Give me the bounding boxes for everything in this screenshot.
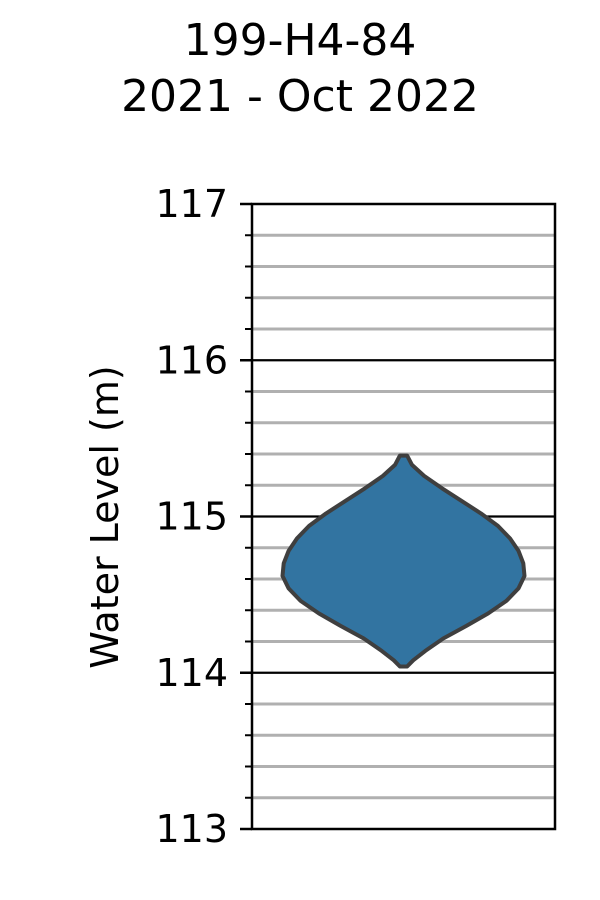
violin-body [280, 453, 527, 669]
y-tick-label: 115 [155, 495, 228, 539]
y-tick-label: 114 [155, 651, 228, 695]
axis-layer: 113 114 115 116 117 [155, 182, 557, 851]
chart-title-line-1: 199-H4-84 [184, 15, 417, 66]
chart-title-line-2: 2021 - Oct 2022 [121, 71, 479, 122]
y-tick-label: 117 [155, 182, 228, 226]
y-tick-label: 116 [155, 338, 228, 382]
violin-layer [280, 453, 527, 669]
y-axis-label: Water Level (m) [83, 365, 127, 668]
y-tick-label: 113 [155, 807, 228, 851]
